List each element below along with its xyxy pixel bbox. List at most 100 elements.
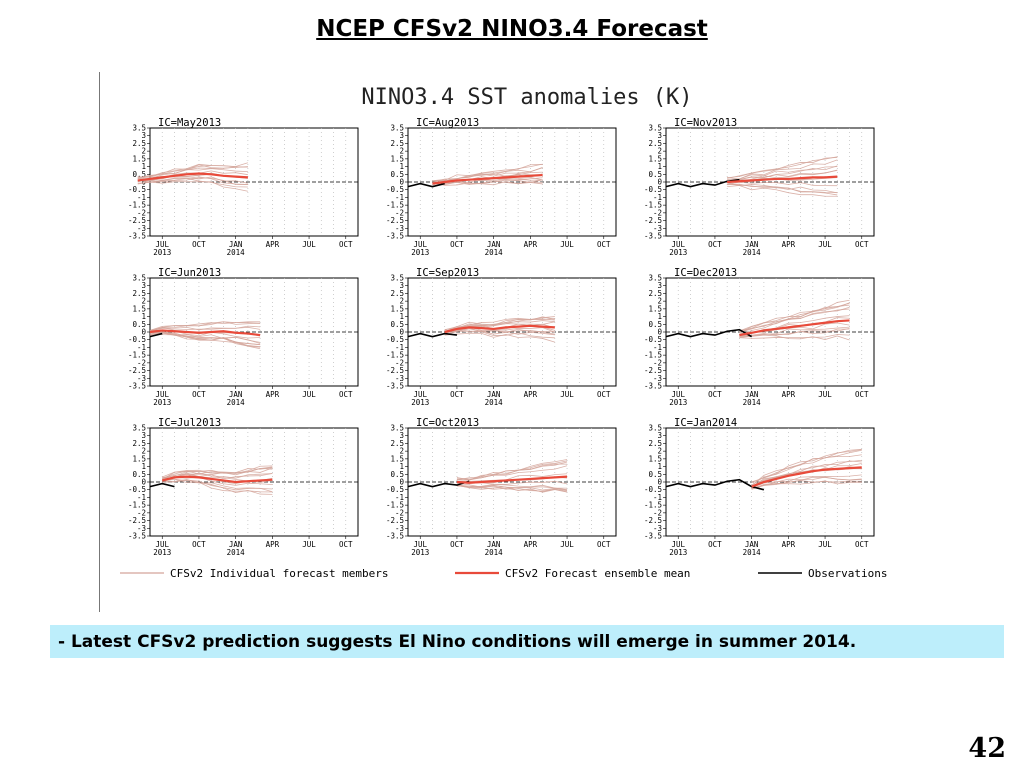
- y-tick-label: -1: [653, 193, 662, 202]
- y-tick-label: -3.5: [644, 232, 662, 241]
- y-tick-label: 1.5: [132, 154, 146, 163]
- y-tick-label: -2.5: [644, 216, 662, 225]
- panel-ic-label: IC=Dec2013: [674, 267, 737, 279]
- member-line: [727, 159, 838, 180]
- x-tick-label: OCT: [450, 390, 464, 399]
- legend-members: CFSv2 Individual forecast members: [120, 567, 389, 580]
- member-line: [727, 157, 838, 179]
- x-tick-label: JUL: [302, 540, 316, 549]
- member-line: [432, 164, 543, 182]
- caption-box: - Latest CFSv2 prediction suggests El Ni…: [50, 625, 1004, 658]
- x-tick-year: 2014: [227, 548, 246, 557]
- y-tick-label: 1: [141, 462, 146, 471]
- x-tick-label: JAN: [745, 240, 759, 249]
- member-line: [137, 176, 248, 185]
- y-tick-label: 3.5: [648, 424, 662, 433]
- y-tick-label: -1.5: [128, 501, 146, 510]
- member-line: [162, 478, 273, 493]
- x-tick-label: JAN: [487, 540, 501, 549]
- x-tick-year: 2013: [411, 248, 429, 257]
- legend-label: CFSv2 Forecast ensemble mean: [505, 567, 690, 580]
- y-tick-label: -3.5: [386, 532, 404, 541]
- panel-nov2013: 3.532.521.510.50-0.5-1-1.5-2-2.5-3-3.5 JU…: [644, 117, 875, 257]
- member-line: [149, 321, 261, 333]
- x-tick-label: JAN: [487, 390, 501, 399]
- y-tick-label: 0.5: [390, 320, 404, 329]
- member-line: [751, 463, 862, 487]
- x-tick-label: JUL: [671, 390, 685, 399]
- x-tick-label: OCT: [450, 240, 464, 249]
- y-tick-label: 1: [657, 462, 662, 471]
- observation-line: [149, 482, 175, 488]
- member-line: [739, 308, 850, 333]
- y-tick-label: 0.5: [132, 170, 146, 179]
- x-tick-year: 2013: [669, 548, 687, 557]
- ensemble-mean-line: [137, 172, 248, 182]
- page-number: 42: [968, 733, 1006, 764]
- y-tick-label: 1.5: [390, 304, 404, 313]
- member-line: [751, 476, 862, 489]
- y-tick-label: -2: [653, 208, 662, 217]
- x-tick-label: OCT: [597, 240, 611, 249]
- ensemble-mean-line: [432, 173, 543, 185]
- y-tick-label: 3: [399, 131, 404, 140]
- x-tick-label: OCT: [192, 390, 206, 399]
- ensemble-mean-line: [161, 475, 273, 484]
- y-tick-label: -1: [653, 343, 662, 352]
- observation-line: [407, 182, 445, 188]
- x-tick-label: JAN: [229, 240, 243, 249]
- y-tick-label: 2: [657, 147, 662, 156]
- y-tick-label: -0.5: [128, 185, 146, 194]
- y-tick-label: 0: [399, 178, 404, 187]
- ensemble-mean-line: [444, 324, 555, 334]
- member-line: [456, 463, 568, 481]
- legend-ensemble-mean: CFSv2 Forecast ensemble mean: [455, 567, 690, 580]
- y-tick-label: 0: [399, 478, 404, 487]
- x-tick-label: JUL: [818, 240, 832, 249]
- y-tick-label: 0: [141, 478, 146, 487]
- y-tick-label: 3: [141, 431, 146, 440]
- y-tick-label: 2.5: [132, 139, 146, 148]
- x-tick-year: 2014: [485, 248, 504, 257]
- member-line: [162, 467, 273, 479]
- y-tick-label: 1.5: [648, 154, 662, 163]
- y-tick-label: -1: [137, 343, 146, 352]
- member-line: [432, 171, 543, 184]
- member-line: [162, 479, 273, 490]
- y-tick-label: 0.5: [132, 320, 146, 329]
- y-tick-label: -3: [395, 524, 404, 533]
- member-line: [739, 334, 850, 341]
- panel-jan2014: 3.532.521.510.50-0.5-1-1.5-2-2.5-3-3.5 JU…: [644, 417, 875, 557]
- y-tick-label: -2.5: [128, 366, 146, 375]
- y-tick-label: 0: [141, 178, 146, 187]
- y-tick-label: 0: [657, 178, 662, 187]
- x-tick-year: 2013: [153, 548, 171, 557]
- member-line: [432, 181, 543, 186]
- x-tick-label: OCT: [708, 540, 722, 549]
- x-tick-label: JUL: [671, 240, 685, 249]
- member-line: [444, 327, 555, 334]
- y-tick-label: 1: [399, 162, 404, 171]
- observation-line: [665, 478, 765, 491]
- y-tick-label: -0.5: [386, 485, 404, 494]
- y-tick-label: -3.5: [128, 382, 146, 391]
- member-line: [137, 181, 248, 192]
- member-line: [751, 454, 862, 486]
- y-tick-label: 3.5: [648, 124, 662, 133]
- y-tick-label: 3.5: [390, 424, 404, 433]
- y-tick-label: 3.5: [132, 424, 146, 433]
- panel-ic-label: IC=Aug2013: [416, 117, 479, 129]
- y-tick-label: -3: [137, 374, 146, 383]
- panel-may2013: 3.532.521.510.50-0.5-1-1.5-2-2.5-3-3.5 JU…: [128, 117, 359, 257]
- x-tick-year: 2013: [669, 398, 687, 407]
- x-tick-label: OCT: [855, 540, 869, 549]
- panel-ic-label: IC=Jan2014: [674, 417, 737, 429]
- member-line: [149, 331, 261, 343]
- member-line: [444, 318, 555, 331]
- panel-ic-label: IC=Jul2013: [158, 417, 221, 429]
- y-tick-label: -2: [137, 358, 146, 367]
- member-line: [727, 156, 838, 179]
- y-tick-label: 2: [399, 147, 404, 156]
- x-tick-label: JUL: [302, 240, 316, 249]
- y-tick-label: -2.5: [128, 516, 146, 525]
